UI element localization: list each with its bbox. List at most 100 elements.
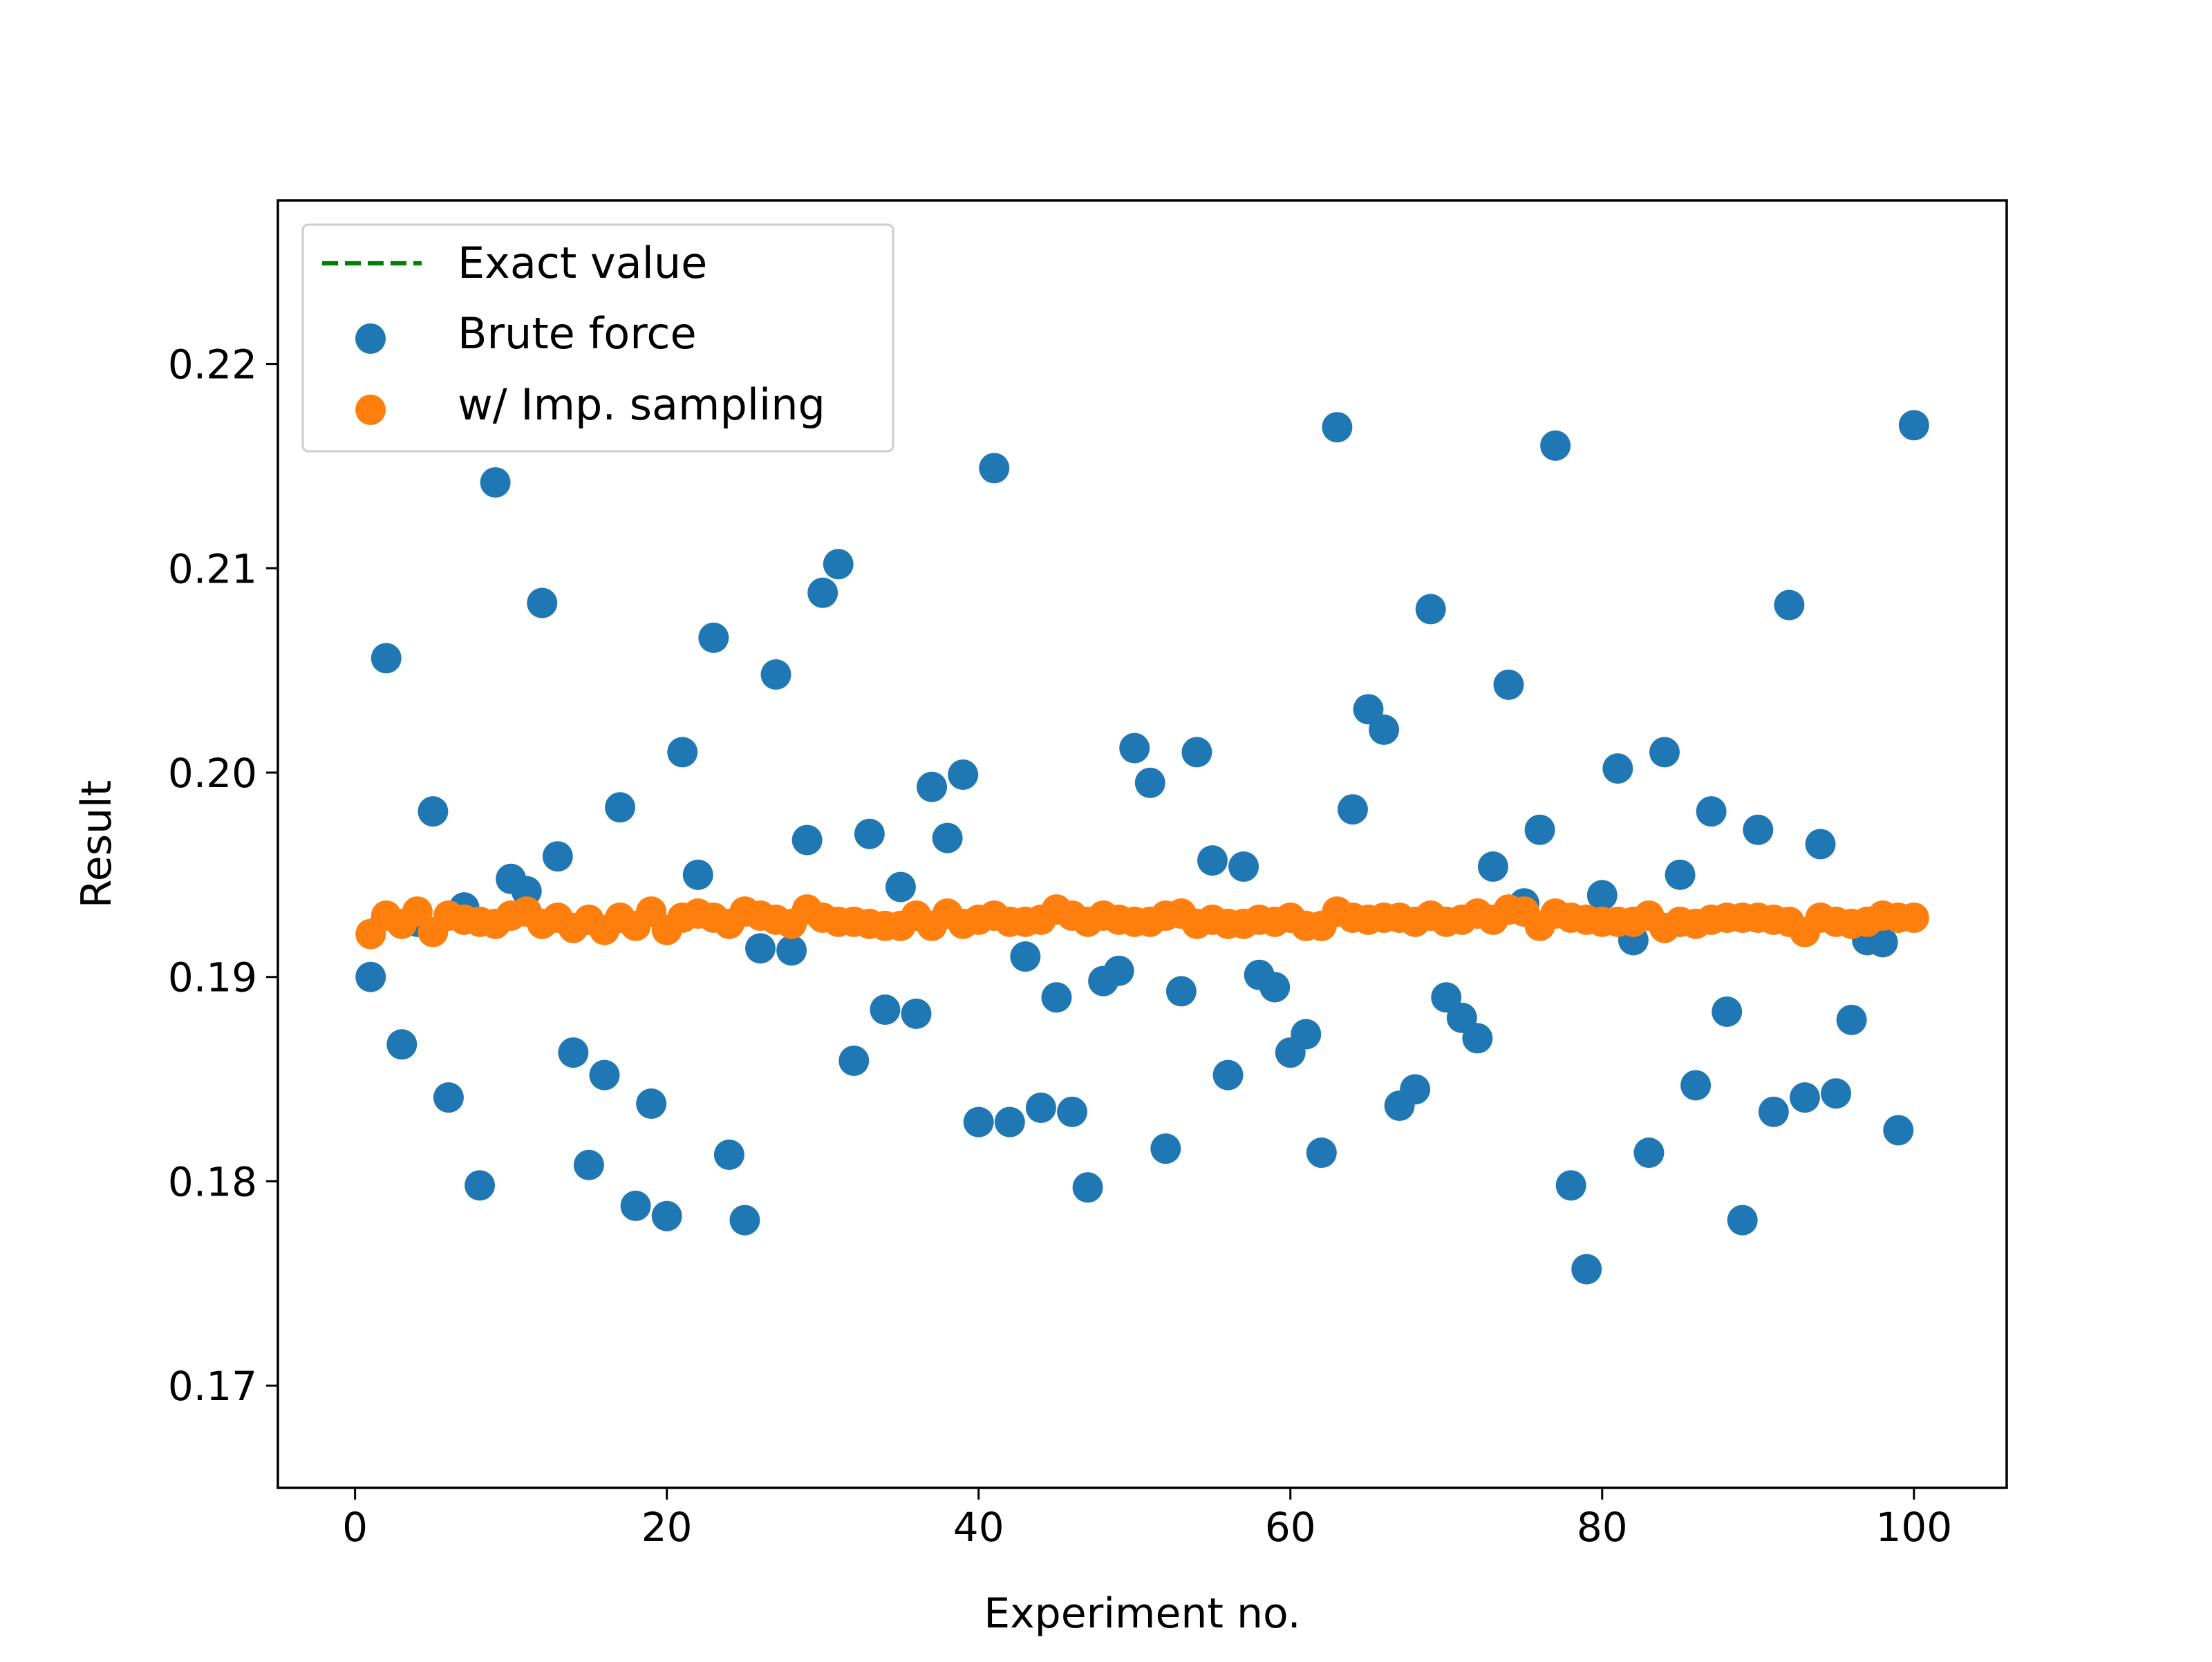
brute-force-point [1680, 1070, 1712, 1101]
x-tick-label: 40 [953, 1504, 1004, 1551]
brute-force-point [729, 1205, 760, 1236]
brute-force-point [1415, 594, 1446, 625]
x-axis-label: Experiment no. [984, 1589, 1301, 1638]
brute-force-point [1712, 996, 1743, 1027]
x-tick-label: 80 [1577, 1504, 1628, 1551]
axes-frame [276, 199, 2008, 1489]
y-tick-label: 0.19 [168, 954, 257, 1001]
brute-force-point [1821, 1078, 1852, 1109]
brute-force-point [1212, 1059, 1244, 1090]
brute-force-point [1306, 1137, 1337, 1169]
brute-force-point [870, 994, 901, 1026]
brute-force-point [542, 841, 573, 872]
brute-force-point [636, 1088, 667, 1120]
brute-force-point [917, 771, 948, 802]
plot-area [355, 410, 1929, 1285]
brute-force-point [1789, 1082, 1820, 1113]
brute-force-point [527, 587, 558, 618]
brute-force-point [901, 998, 932, 1029]
brute-force-point [1150, 1133, 1181, 1164]
brute-force-point [1805, 829, 1836, 860]
brute-force-point [698, 622, 729, 653]
brute-force-point [1259, 972, 1291, 1003]
x-tick-label: 20 [641, 1504, 693, 1551]
brute-force-point [386, 1029, 418, 1060]
brute-force-point [1119, 733, 1150, 764]
brute-force-point [885, 871, 916, 903]
brute-force-point [1337, 794, 1368, 825]
y-axis-label: Result [73, 780, 121, 908]
brute-force-point [1322, 412, 1353, 443]
brute-force-point [1883, 1115, 1914, 1146]
w-imp-sampling-point [1898, 902, 1929, 933]
brute-force-point [480, 467, 511, 498]
x-tick-label: 60 [1265, 1504, 1316, 1551]
brute-force-point [355, 961, 386, 992]
legend-w-imp-sampling-swatch [355, 395, 386, 425]
x-tick-label: 100 [1875, 1504, 1952, 1551]
brute-force-point [1524, 814, 1555, 845]
brute-force-point [1649, 737, 1680, 768]
brute-force-point [932, 822, 963, 853]
brute-force-point [418, 796, 449, 827]
y-tick-label: 0.18 [168, 1158, 257, 1205]
brute-force-point [979, 453, 1010, 484]
brute-force-point [1633, 1137, 1665, 1169]
brute-force-point [1041, 982, 1072, 1013]
brute-force-point [1057, 1096, 1088, 1127]
brute-force-point [1369, 714, 1400, 745]
brute-force-point [838, 1045, 870, 1076]
brute-force-point [948, 759, 979, 790]
brute-force-point [1696, 796, 1727, 827]
brute-force-point [1836, 1004, 1867, 1035]
brute-force-point [791, 824, 823, 856]
brute-force-point [1103, 955, 1134, 986]
brute-force-point [1665, 859, 1696, 890]
brute-force-point [963, 1106, 994, 1137]
brute-force-point [1400, 1074, 1431, 1105]
brute-force-point [1291, 1019, 1322, 1050]
legend: Exact value Brute force w/ Imp. sampling [301, 223, 894, 453]
brute-force-point [823, 549, 854, 580]
brute-force-point [558, 1037, 589, 1068]
brute-force-point [1602, 753, 1633, 784]
brute-force-point [1228, 851, 1259, 882]
legend-label: w/ Imp. sampling [458, 379, 825, 430]
brute-force-point [760, 659, 791, 690]
brute-force-point [1540, 430, 1571, 461]
y-tick-label: 0.17 [168, 1363, 257, 1410]
brute-force-point [1072, 1172, 1103, 1203]
brute-force-point [1774, 589, 1805, 621]
brute-force-point [1555, 1170, 1586, 1201]
brute-force-point [465, 1170, 496, 1201]
brute-force-point [682, 859, 713, 890]
legend-brute-force-swatch [355, 323, 386, 354]
brute-force-point [1134, 767, 1165, 798]
brute-force-point [1493, 669, 1524, 700]
brute-force-point [433, 1082, 464, 1113]
brute-force-point [573, 1149, 604, 1180]
brute-force-point [1462, 1023, 1493, 1054]
x-tick-label: 0 [342, 1504, 368, 1551]
brute-force-point [651, 1200, 682, 1231]
brute-force-point [1197, 845, 1228, 876]
y-tick-label: 0.21 [168, 545, 257, 592]
brute-force-point [1025, 1092, 1056, 1123]
y-tick-label: 0.20 [168, 750, 257, 797]
brute-force-point [1743, 814, 1774, 845]
brute-force-point [1727, 1205, 1758, 1236]
legend-label: Exact value [458, 238, 707, 288]
brute-force-point [807, 577, 838, 608]
brute-force-point [854, 818, 885, 849]
brute-force-point [1758, 1096, 1789, 1127]
brute-force-point [744, 933, 776, 964]
brute-force-point [1477, 851, 1508, 882]
axes: 0 20 40 60 80 100 0.17 0.18 0.19 0.20 0.21 0.22 Expe… [73, 199, 2008, 1638]
brute-force-point [605, 792, 636, 823]
brute-force-point [1571, 1254, 1602, 1285]
brute-force-point [589, 1059, 620, 1090]
brute-force-point [1586, 880, 1618, 911]
brute-force-point [1165, 976, 1197, 1007]
brute-force-point [1181, 737, 1212, 768]
